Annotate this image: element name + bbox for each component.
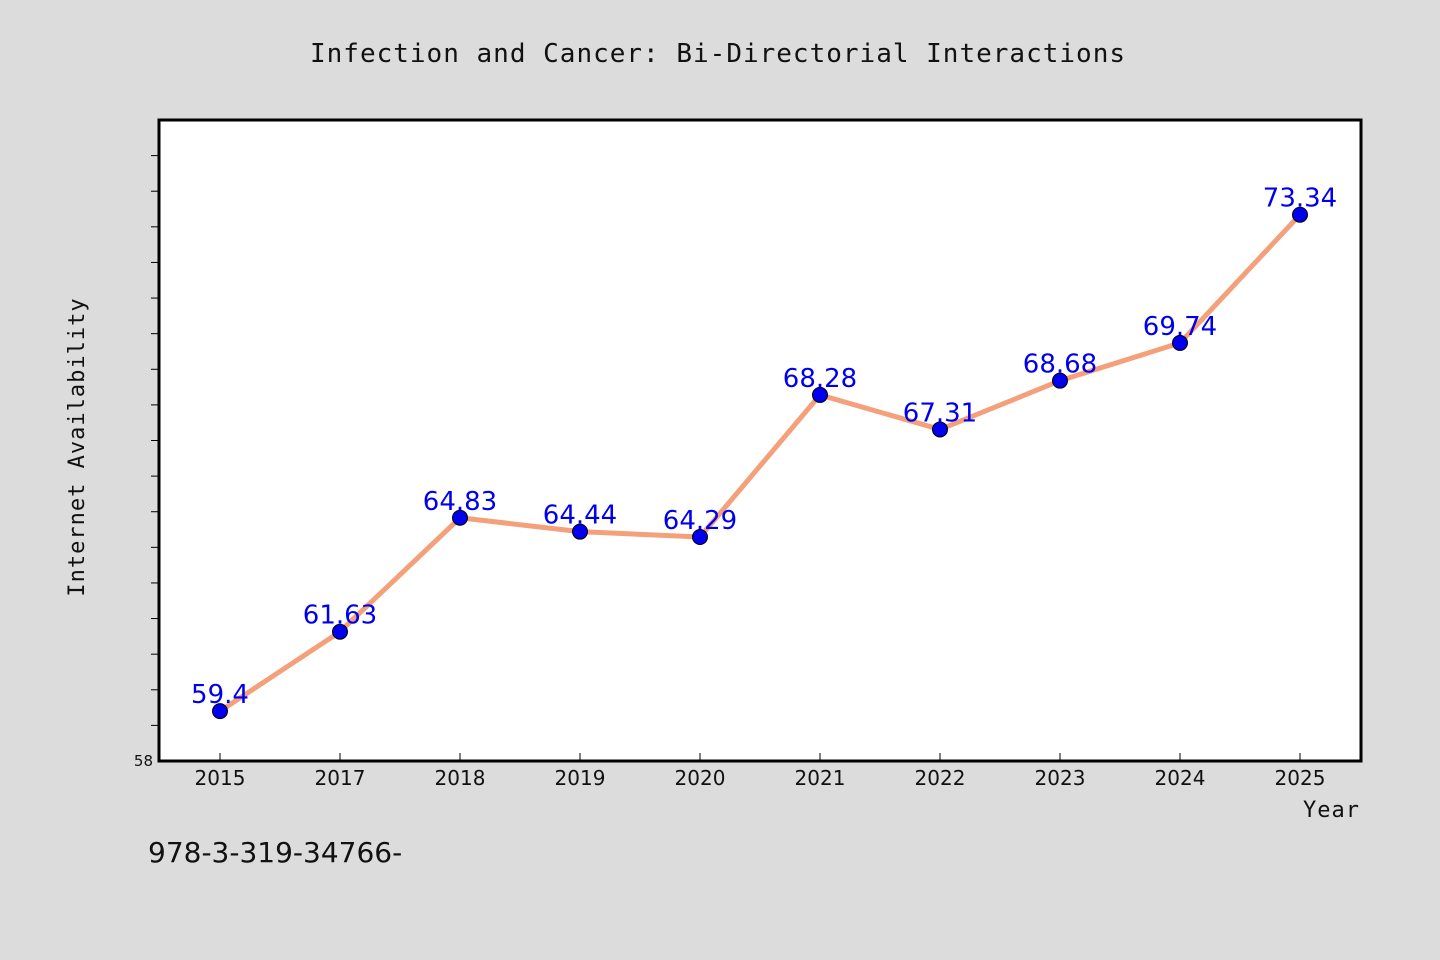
data-labels: 59.4 61.63 64.83 64.44 64.29 68.28 67.31 68.68 6…: [191, 184, 1337, 710]
x-tick-label: 2019: [555, 766, 606, 790]
x-tick-label: 2022: [915, 766, 966, 790]
data-point: [212, 703, 228, 720]
data-point: [932, 421, 948, 438]
y-tick-label: 58: [134, 752, 153, 770]
x-tick-label: 2018: [435, 766, 486, 790]
data-point: [1292, 206, 1308, 223]
footer-text: 978-3-319-34766-: [148, 836, 402, 869]
data-label: 68.28: [783, 364, 857, 394]
data-point: [1172, 334, 1188, 351]
data-point: [452, 509, 468, 526]
x-tick-label: 2021: [795, 766, 846, 790]
data-point: [572, 523, 588, 540]
series-layer: [212, 206, 1308, 720]
data-point: [692, 529, 708, 546]
x-tick-label: 2015: [195, 766, 246, 790]
x-tick-label: 2020: [675, 766, 726, 790]
y-axis-label: Internet Availability: [65, 297, 90, 596]
y-axis-tick-labels: 58: [134, 752, 153, 770]
x-tick-label: 2023: [1035, 766, 1086, 790]
data-label: 68.68: [1023, 350, 1097, 380]
x-tick-label: 2025: [1275, 766, 1326, 790]
data-label: 64.29: [663, 506, 737, 536]
x-axis-ticks: [219, 753, 1301, 761]
data-label: 61.63: [303, 601, 377, 631]
data-label: 73.34: [1263, 184, 1337, 214]
data-label: 59.4: [191, 680, 249, 710]
data-point: [1052, 372, 1068, 389]
data-point: [812, 386, 828, 403]
data-label: 67.31: [903, 398, 977, 428]
data-label: 69.74: [1143, 312, 1217, 342]
plot-area: [157, 118, 1363, 763]
x-axis-label: Year: [1303, 798, 1360, 823]
data-point: [332, 623, 348, 640]
series-line: [218, 213, 1302, 714]
data-label: 64.83: [423, 487, 497, 517]
x-axis-tick-labels: 2015 2017 2018 2019 2020 2021 2022 2023 2024 2025: [195, 766, 1326, 790]
x-tick-label: 2024: [1155, 766, 1206, 790]
x-tick-label: 2017: [315, 766, 366, 790]
data-label: 64.44: [543, 501, 617, 531]
chart-title: Infection and Cancer: Bi-Directorial Int…: [310, 39, 1126, 69]
y-axis-ticks: [151, 155, 159, 726]
